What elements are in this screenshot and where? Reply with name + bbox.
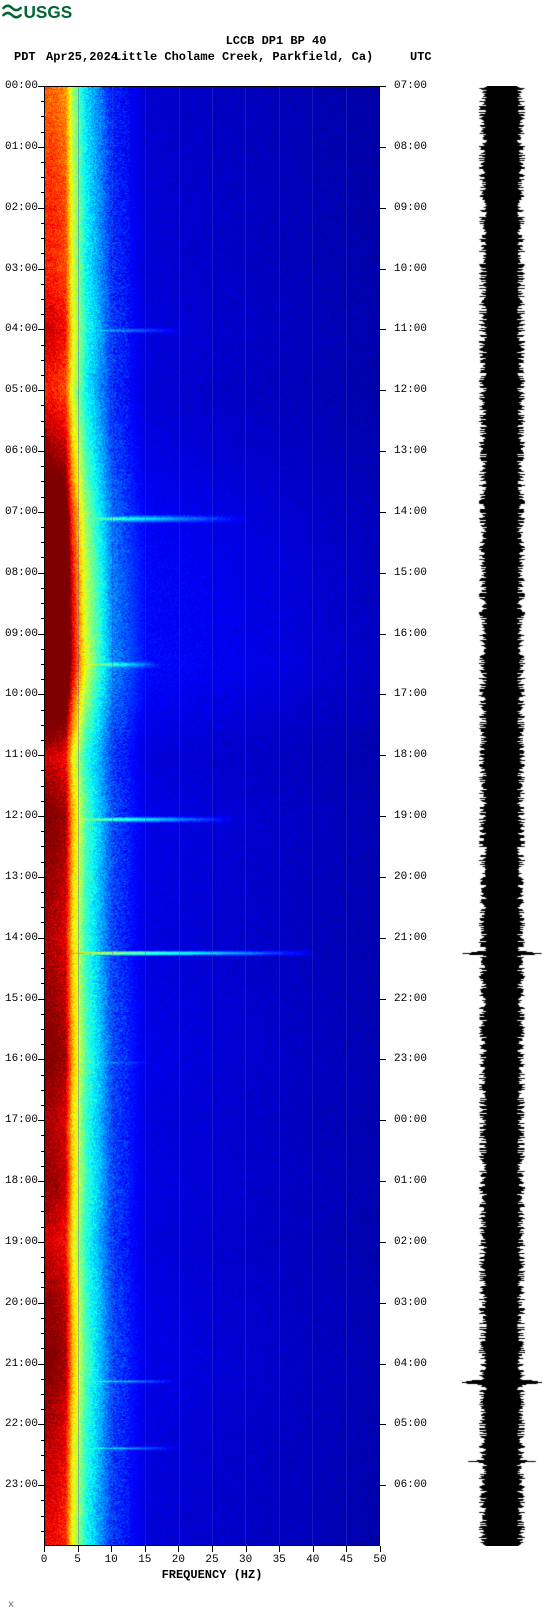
right-time-tick-label: 22:00 [394, 993, 427, 1005]
right-time-tick-label: 03:00 [394, 1297, 427, 1309]
right-time-tick-label: 04:00 [394, 1358, 427, 1370]
frequency-axis: FREQUENCY (HZ) 05101520253035404550 [44, 1546, 380, 1596]
right-time-tick-label: 23:00 [394, 1053, 427, 1065]
left-time-tick-label: 11:00 [5, 749, 38, 761]
left-time-tick-label: 12:00 [5, 810, 38, 822]
right-time-tick-label: 07:00 [394, 80, 427, 92]
left-time-tick-label: 21:00 [5, 1358, 38, 1370]
right-time-tick-label: 15:00 [394, 567, 427, 579]
right-time-tick-label: 01:00 [394, 1175, 427, 1187]
right-time-tick-label: 11:00 [394, 323, 427, 335]
frequency-tick-label: 35 [273, 1554, 286, 1566]
right-time-tick-label: 08:00 [394, 141, 427, 153]
frequency-tick-label: 15 [138, 1554, 151, 1566]
left-time-tick-label: 07:00 [5, 506, 38, 518]
left-tz-label: PDT [14, 50, 36, 64]
date-label: Apr25,2024 [46, 50, 118, 64]
right-time-axis: 07:0008:0009:0010:0011:0012:0013:0014:00… [380, 86, 450, 1546]
left-time-tick-label: 05:00 [5, 384, 38, 396]
frequency-tick-label: 40 [306, 1554, 319, 1566]
frequency-tick-label: 25 [205, 1554, 218, 1566]
right-time-tick-label: 05:00 [394, 1418, 427, 1430]
left-time-tick-label: 22:00 [5, 1418, 38, 1430]
right-time-tick-label: 18:00 [394, 749, 427, 761]
right-time-tick-label: 09:00 [394, 202, 427, 214]
right-time-tick-label: 21:00 [394, 932, 427, 944]
location-label: Little Cholame Creek, Parkfield, Ca) [114, 50, 373, 64]
left-time-tick-label: 19:00 [5, 1236, 38, 1248]
seismogram-track [462, 86, 542, 1546]
frequency-tick-label: 5 [74, 1554, 81, 1566]
right-tz-label: UTC [410, 50, 432, 64]
footer-mark: x [8, 1600, 14, 1611]
left-time-tick-label: 04:00 [5, 323, 38, 335]
left-time-tick-label: 16:00 [5, 1053, 38, 1065]
left-time-tick-label: 17:00 [5, 1114, 38, 1126]
left-time-tick-label: 08:00 [5, 567, 38, 579]
left-time-tick-label: 10:00 [5, 688, 38, 700]
left-time-tick-label: 00:00 [5, 80, 38, 92]
spectrogram-plot [44, 86, 380, 1546]
right-time-tick-label: 14:00 [394, 506, 427, 518]
left-time-tick-label: 13:00 [5, 871, 38, 883]
right-time-tick-label: 17:00 [394, 688, 427, 700]
left-time-tick-label: 06:00 [5, 445, 38, 457]
left-time-tick-label: 20:00 [5, 1297, 38, 1309]
left-time-tick-label: 01:00 [5, 141, 38, 153]
right-time-tick-label: 20:00 [394, 871, 427, 883]
frequency-tick-label: 30 [239, 1554, 252, 1566]
plot-title: LCCB DP1 BP 40 [0, 34, 552, 48]
left-time-tick-label: 15:00 [5, 993, 38, 1005]
left-time-tick-label: 09:00 [5, 628, 38, 640]
svg-text:USGS: USGS [24, 2, 73, 22]
frequency-tick-label: 10 [105, 1554, 118, 1566]
left-time-tick-label: 14:00 [5, 932, 38, 944]
frequency-tick-label: 45 [340, 1554, 353, 1566]
right-time-tick-label: 13:00 [394, 445, 427, 457]
left-time-tick-label: 03:00 [5, 263, 38, 275]
right-time-tick-label: 12:00 [394, 384, 427, 396]
frequency-tick-label: 20 [172, 1554, 185, 1566]
right-time-tick-label: 10:00 [394, 263, 427, 275]
left-time-axis: 00:0001:0002:0003:0004:0005:0006:0007:00… [0, 86, 44, 1546]
right-time-tick-label: 19:00 [394, 810, 427, 822]
usgs-logo: USGS [2, 2, 88, 24]
left-time-tick-label: 23:00 [5, 1479, 38, 1491]
right-time-tick-label: 06:00 [394, 1479, 427, 1491]
right-time-tick-label: 02:00 [394, 1236, 427, 1248]
left-time-tick-label: 18:00 [5, 1175, 38, 1187]
frequency-tick-label: 50 [373, 1554, 386, 1566]
right-time-tick-label: 00:00 [394, 1114, 427, 1126]
left-time-tick-label: 02:00 [5, 202, 38, 214]
frequency-axis-label: FREQUENCY (HZ) [44, 1568, 380, 1582]
frequency-tick-label: 0 [41, 1554, 48, 1566]
right-time-tick-label: 16:00 [394, 628, 427, 640]
